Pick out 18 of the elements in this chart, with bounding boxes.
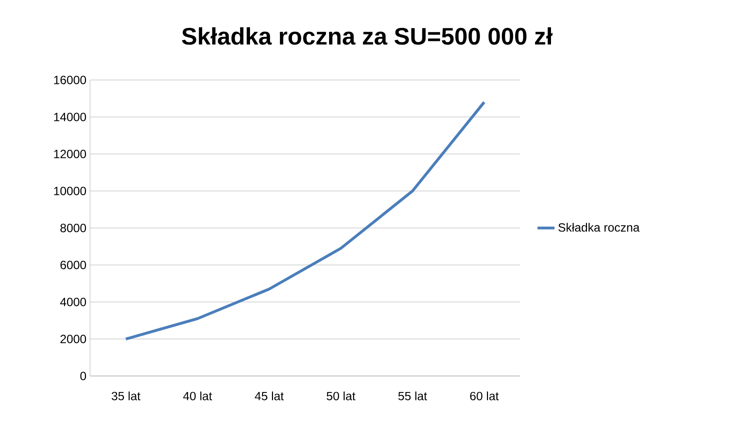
y-tick-label: 16000 xyxy=(54,76,86,84)
legend-label: Składka roczna xyxy=(558,222,640,232)
x-tick-label: 50 lat xyxy=(326,392,356,400)
y-tick-label: 0 xyxy=(80,372,86,380)
x-tick-label: 35 lat xyxy=(112,392,140,400)
x-tick-label: 45 lat xyxy=(254,392,284,400)
y-tick-label: 12000 xyxy=(54,150,86,158)
y-tick-label: 14000 xyxy=(54,112,86,122)
y-tick-label: 2000 xyxy=(60,334,86,344)
x-tick-label: 55 lat xyxy=(398,392,428,400)
y-tick-label: 6000 xyxy=(60,260,86,270)
x-tick-label: 40 lat xyxy=(183,392,212,400)
y-tick-label: 4000 xyxy=(60,298,86,306)
y-tick-label: 8000 xyxy=(60,224,86,232)
line-series xyxy=(124,100,486,340)
chart-title: Składka roczna za SU=500 000 zł xyxy=(182,27,553,45)
y-tick-label: 10000 xyxy=(54,186,86,196)
x-tick-label: 60 lat xyxy=(470,392,499,400)
